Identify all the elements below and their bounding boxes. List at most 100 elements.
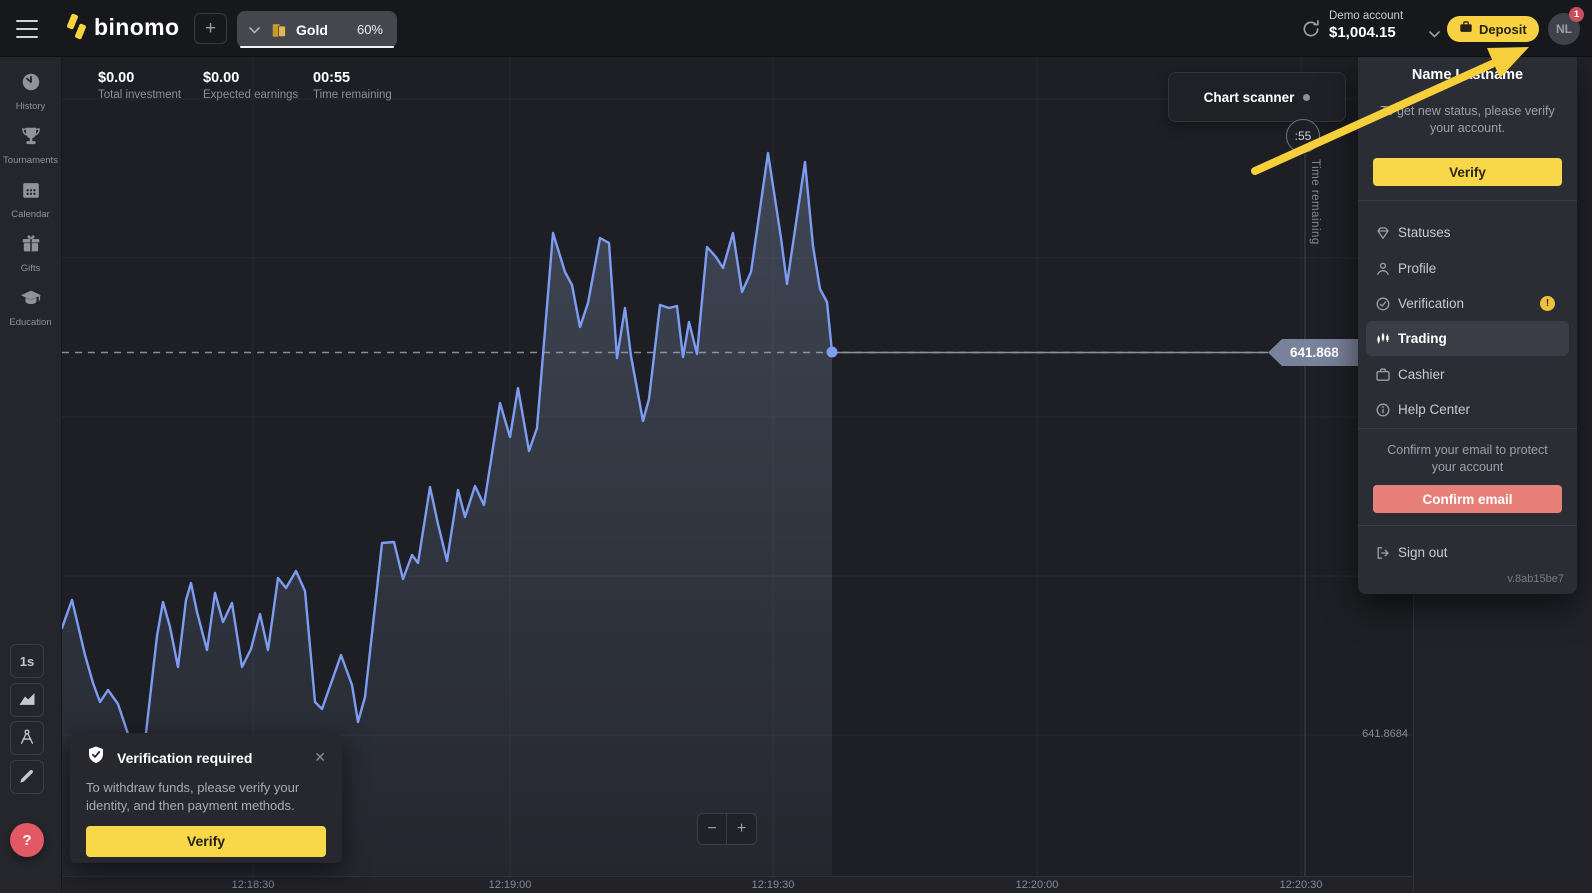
total-investment-block: $0.00 Total investment xyxy=(98,70,181,101)
top-bar: binomo + Gold 60% Demo account $1,004.15 xyxy=(0,0,1592,57)
verify-button[interactable]: Verify xyxy=(1373,158,1562,186)
menu-item-sign-out[interactable]: Sign out xyxy=(1358,535,1577,570)
zoom-in-button[interactable]: + xyxy=(727,813,757,845)
sidebar-label: Gifts xyxy=(20,263,41,274)
time-remaining-block: 00:55 Time remaining xyxy=(313,70,392,101)
menu-item-statuses[interactable]: Statuses xyxy=(1358,215,1577,250)
sign-out-icon xyxy=(1377,546,1389,559)
sidebar-item-calendar[interactable]: Calendar xyxy=(0,179,61,233)
purchase-countdown-bubble: :55 xyxy=(1286,119,1320,153)
area-chart-icon xyxy=(17,689,37,712)
account-balance: $1,004.15 xyxy=(1329,24,1396,41)
help-button[interactable]: ? xyxy=(10,823,44,857)
price-axis-label: 641.8684 xyxy=(1362,728,1408,740)
menu-item-label: Cashier xyxy=(1398,367,1445,382)
sidebar-label: Tournaments xyxy=(3,155,58,166)
divider xyxy=(1358,200,1577,201)
time-remaining-label: Time remaining xyxy=(313,89,392,101)
app-version: v.8ab15be7 xyxy=(1507,573,1564,585)
gift-icon xyxy=(20,233,42,260)
gold-bars-icon xyxy=(270,21,288,39)
left-sidebar: History Tournaments Calendar Gifts xyxy=(0,57,62,893)
account-dropdown: Name Lastname To get new status, please … xyxy=(1358,57,1577,594)
popup-verify-button[interactable]: Verify xyxy=(86,825,326,857)
confirm-email-button[interactable]: Confirm email xyxy=(1373,485,1562,513)
menu-item-help-center[interactable]: Help Center xyxy=(1358,392,1577,427)
sidebar-item-tournaments[interactable]: Tournaments xyxy=(0,125,61,179)
trophy-icon xyxy=(20,125,42,152)
add-asset-button[interactable]: + xyxy=(194,13,227,44)
chart-type-button[interactable] xyxy=(10,683,44,717)
calendar-icon xyxy=(20,179,42,206)
time-tick-4: 12:20:00 xyxy=(1015,879,1059,891)
verification-alert-badge: ! xyxy=(1540,296,1555,311)
menu-item-profile[interactable]: Profile xyxy=(1358,251,1577,286)
menu-item-label: Help Center xyxy=(1398,402,1471,417)
sidebar-item-history[interactable]: History xyxy=(0,71,61,125)
menu-item-verification[interactable]: Verification ! xyxy=(1358,286,1577,321)
time-tick-3: 12:19:30 xyxy=(751,879,795,891)
account-chevron-down-icon[interactable] xyxy=(1429,25,1440,43)
notification-badge: 1 xyxy=(1569,7,1584,22)
time-axis-strip xyxy=(62,876,1413,893)
popup-body-text: To withdraw funds, please verify your id… xyxy=(86,780,300,814)
briefcase-icon xyxy=(1459,20,1473,39)
expected-earnings-label: Expected earnings xyxy=(203,89,299,101)
chart-scanner-button[interactable]: Chart scanner xyxy=(1168,72,1346,122)
avatar[interactable]: NL 1 xyxy=(1548,7,1584,45)
sidebar-label: Education xyxy=(9,317,52,328)
chart-zoom-controls: − + xyxy=(697,813,757,845)
person-icon xyxy=(1377,262,1389,275)
expected-earnings-block: $0.00 Expected earnings xyxy=(203,70,298,101)
pencil-icon xyxy=(17,766,37,789)
status-hint: To get new status, please verify your ac… xyxy=(1380,104,1555,135)
chart-scanner-label: Chart scanner xyxy=(1203,89,1295,105)
expected-earnings-value: $0.00 xyxy=(203,70,240,86)
wallet-icon xyxy=(1376,368,1390,381)
asset-selector[interactable]: Gold 60% xyxy=(237,11,397,48)
history-clock-icon xyxy=(20,71,42,98)
menu-item-label: Trading xyxy=(1398,331,1447,346)
binomo-logo[interactable]: binomo xyxy=(66,13,179,41)
check-circle-icon xyxy=(1376,297,1390,310)
popup-title: Verification required xyxy=(117,749,253,766)
info-icon xyxy=(1376,403,1390,416)
switch-account-icon[interactable] xyxy=(1301,19,1321,39)
sidebar-label: Calendar xyxy=(11,209,50,220)
menu-hamburger-icon[interactable] xyxy=(16,20,38,38)
user-name: Name Lastname xyxy=(1411,67,1524,83)
menu-item-label: Sign out xyxy=(1398,545,1448,560)
menu-item-label: Profile xyxy=(1398,261,1437,276)
bolt-icon xyxy=(66,13,87,41)
deposit-button[interactable]: Deposit xyxy=(1447,16,1539,42)
sidebar-item-education[interactable]: Education xyxy=(0,287,61,341)
time-tick-5: 12:20:30 xyxy=(1279,879,1323,891)
asset-name: Gold xyxy=(296,21,328,38)
asset-active-underline xyxy=(240,46,394,48)
time-remaining-vertical-label: Time remaining xyxy=(1309,159,1321,245)
graduation-cap-icon xyxy=(20,287,42,314)
divider xyxy=(1358,428,1577,429)
menu-item-cashier[interactable]: Cashier xyxy=(1358,357,1577,392)
sidebar-item-gifts[interactable]: Gifts xyxy=(0,233,61,287)
interval-button[interactable]: 1s xyxy=(10,644,44,678)
divider xyxy=(1358,525,1577,526)
total-investment-label: Total investment xyxy=(98,89,182,101)
time-remaining-value: 00:55 xyxy=(313,70,351,86)
account-type: Demo account xyxy=(1329,10,1404,22)
sidebar-label: History xyxy=(15,101,46,112)
close-icon[interactable]: ✕ xyxy=(314,749,326,765)
chart-scanner-dot-icon xyxy=(1303,93,1311,101)
asset-payout: 60% xyxy=(356,22,383,37)
chevron-down-icon xyxy=(249,21,260,39)
diamond-icon xyxy=(1377,226,1389,239)
time-tick-1: 12:18:30 xyxy=(231,879,275,891)
drawing-button[interactable] xyxy=(10,760,44,794)
menu-item-trading[interactable]: Trading xyxy=(1366,321,1569,356)
menu-item-label: Verification xyxy=(1398,296,1465,311)
indicators-button[interactable] xyxy=(10,721,44,755)
zoom-out-button[interactable]: − xyxy=(697,813,727,845)
deposit-label: Deposit xyxy=(1479,21,1527,37)
account-switcher[interactable]: Demo account $1,004.15 xyxy=(1329,10,1403,41)
